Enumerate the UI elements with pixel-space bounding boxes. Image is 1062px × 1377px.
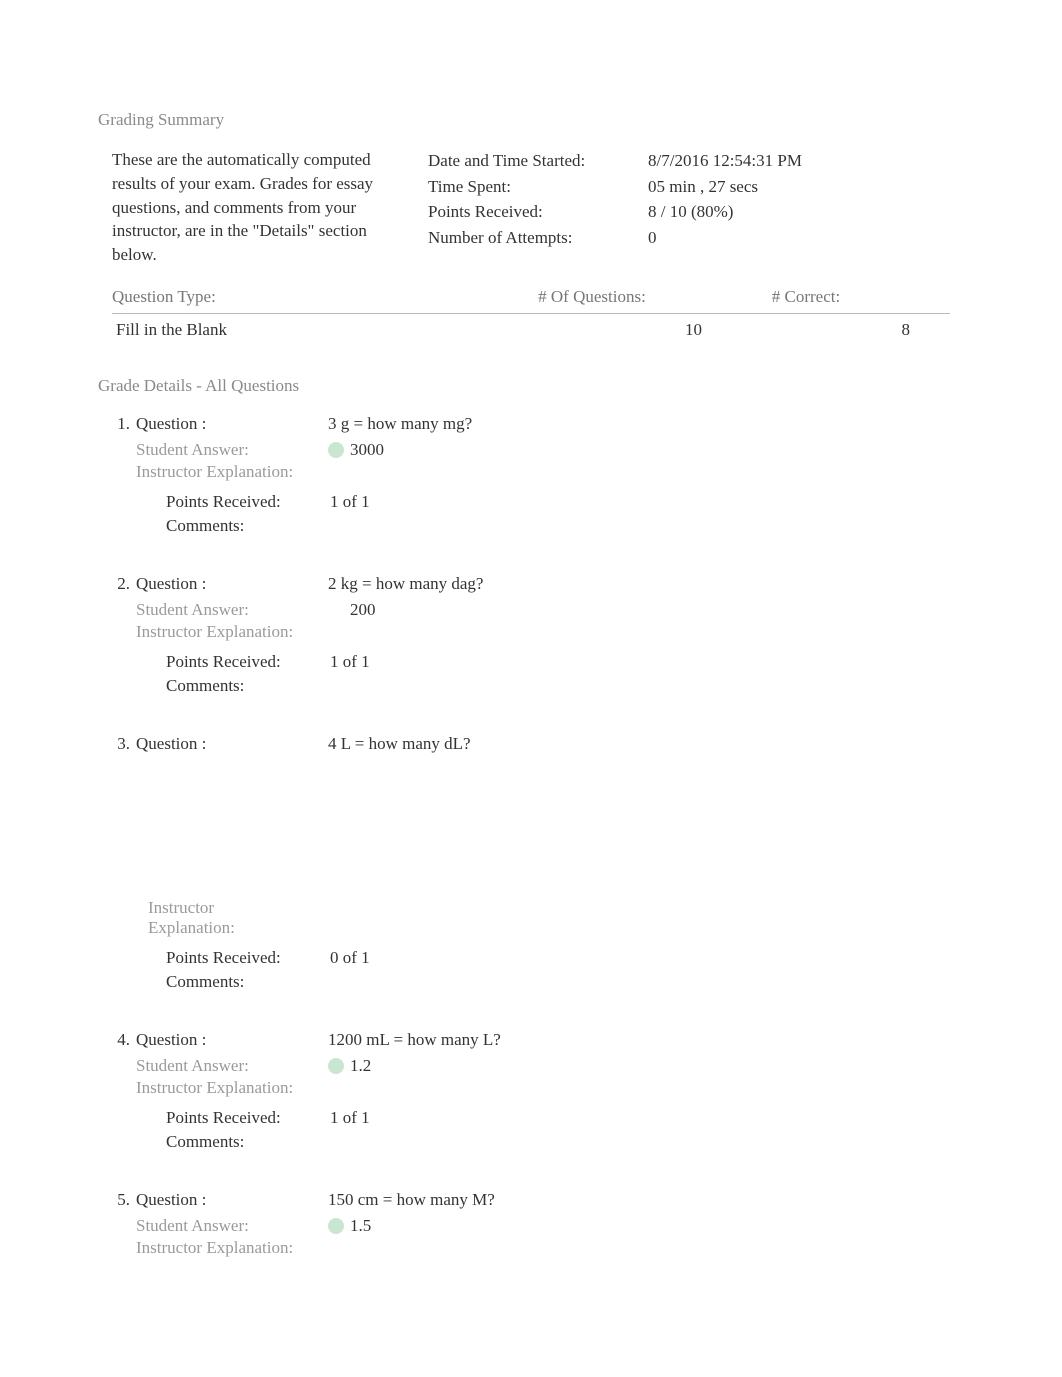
correct-indicator-icon xyxy=(328,442,344,458)
instructor-explanation-row: Instructor Explanation: xyxy=(110,1238,964,1258)
points-received-label: Points Received: xyxy=(166,948,330,968)
student-answer-value: 200 xyxy=(328,600,964,620)
explanation-label: Explanation: xyxy=(148,918,964,938)
points-block: Points Received: 0 of 1 Comments: xyxy=(110,948,964,992)
points-received-label: Points Received: xyxy=(166,492,330,512)
answer-text: 3000 xyxy=(350,440,384,460)
student-answer-label: Student Answer: xyxy=(136,1216,328,1236)
question-number: 1. xyxy=(110,414,136,434)
question-text: 150 cm = how many M? xyxy=(328,1190,964,1210)
grade-details-title: Grade Details - All Questions xyxy=(98,376,964,396)
student-answer-row: Student Answer: 1.5 xyxy=(110,1216,964,1236)
stats-labels-col: Date and Time Started: Time Spent: Point… xyxy=(428,148,648,267)
question-text: 4 L = how many dL? xyxy=(328,734,964,754)
summary-content-row: These are the automatically computed res… xyxy=(98,148,964,267)
question-label: Question : xyxy=(136,1190,328,1210)
points-received-value: 1 of 1 xyxy=(330,1108,370,1128)
student-answer-value: 1.2 xyxy=(328,1056,964,1076)
points-received-value: 8 / 10 (80%) xyxy=(648,199,964,225)
type-row-name: Fill in the Blank xyxy=(112,320,482,340)
instructor-explanation-label: Instructor Explanation: xyxy=(136,622,328,642)
points-received-value: 1 of 1 xyxy=(330,492,370,512)
question-block: 1. Question : 3 g = how many mg? Student… xyxy=(98,414,964,536)
answer-text: 1.2 xyxy=(350,1056,371,1076)
student-answer-value: 1.5 xyxy=(328,1216,964,1236)
attempts-value: 0 xyxy=(648,225,964,251)
instructor-label: Instructor xyxy=(148,898,964,918)
question-label: Question : xyxy=(136,574,328,594)
question-label: Question : xyxy=(136,734,328,754)
question-row: 1. Question : 3 g = how many mg? xyxy=(110,414,964,434)
question-label: Question : xyxy=(136,414,328,434)
question-type-table: Question Type: # Of Questions: # Correct… xyxy=(98,281,964,346)
type-table-row: Fill in the Blank 10 8 xyxy=(112,314,950,346)
student-answer-label: Student Answer: xyxy=(136,440,328,460)
question-number: 5. xyxy=(110,1190,136,1210)
time-spent-label: Time Spent: xyxy=(428,174,648,200)
type-header-question-type: Question Type: xyxy=(112,287,482,307)
date-started-value: 8/7/2016 12:54:31 PM xyxy=(648,148,964,174)
student-answer-value: 3000 xyxy=(328,440,964,460)
type-row-correct: 8 xyxy=(702,320,950,340)
grading-summary-section: Grading Summary These are the automatica… xyxy=(98,110,964,346)
points-received-label: Points Received: xyxy=(166,1108,330,1128)
student-answer-row: Student Answer: 200 xyxy=(110,600,964,620)
student-answer-label: Student Answer: xyxy=(136,1056,328,1076)
comments-label: Comments: xyxy=(166,676,330,696)
question-row: 4. Question : 1200 mL = how many L? xyxy=(110,1030,964,1050)
student-answer-row: Student Answer: 1.2 xyxy=(110,1056,964,1076)
points-received-label: Points Received: xyxy=(166,652,330,672)
student-answer-label: Student Answer: xyxy=(136,600,328,620)
comments-label: Comments: xyxy=(166,1132,330,1152)
question-row: 3. Question : 4 L = how many dL? xyxy=(110,734,964,754)
instructor-explanation-label: Instructor Explanation: xyxy=(136,1238,328,1258)
question-label: Question : xyxy=(136,1030,328,1050)
question-block: 3. Question : 4 L = how many dL? Instruc… xyxy=(98,734,964,992)
question-row: 2. Question : 2 kg = how many dag? xyxy=(110,574,964,594)
summary-intro-text: These are the automatically computed res… xyxy=(98,148,388,267)
type-row-count: 10 xyxy=(482,320,702,340)
type-header-num-questions: # Of Questions: xyxy=(482,287,702,307)
instructor-explanation-row: Instructor Explanation: xyxy=(110,622,964,642)
stats-values-col: 8/7/2016 12:54:31 PM 05 min , 27 secs 8 … xyxy=(648,148,964,267)
content-gap xyxy=(110,758,964,898)
instructor-explanation-row: Instructor Explanation: xyxy=(110,1078,964,1098)
question-number: 4. xyxy=(110,1030,136,1050)
question-text: 3 g = how many mg? xyxy=(328,414,964,434)
instructor-explanation-narrow: Instructor Explanation: xyxy=(110,898,964,938)
correct-indicator-icon xyxy=(328,1058,344,1074)
instructor-explanation-row: Instructor Explanation: xyxy=(110,462,964,482)
comments-label: Comments: xyxy=(166,972,330,992)
type-header-num-correct: # Correct: xyxy=(702,287,950,307)
instructor-explanation-label: Instructor Explanation: xyxy=(136,462,328,482)
date-started-label: Date and Time Started: xyxy=(428,148,648,174)
question-text: 2 kg = how many dag? xyxy=(328,574,964,594)
question-row: 5. Question : 150 cm = how many M? xyxy=(110,1190,964,1210)
correct-indicator-icon xyxy=(328,1218,344,1234)
answer-text: 200 xyxy=(350,600,376,620)
attempts-label: Number of Attempts: xyxy=(428,225,648,251)
points-block: Points Received: 1 of 1 Comments: xyxy=(110,652,964,696)
comments-label: Comments: xyxy=(166,516,330,536)
question-block: 5. Question : 150 cm = how many M? Stude… xyxy=(98,1190,964,1258)
points-received-value: 1 of 1 xyxy=(330,652,370,672)
question-block: 2. Question : 2 kg = how many dag? Stude… xyxy=(98,574,964,696)
answer-text: 1.5 xyxy=(350,1216,371,1236)
points-block: Points Received: 1 of 1 Comments: xyxy=(110,1108,964,1152)
student-answer-row: Student Answer: 3000 xyxy=(110,440,964,460)
time-spent-value: 05 min , 27 secs xyxy=(648,174,964,200)
points-received-value: 0 of 1 xyxy=(330,948,370,968)
question-text: 1200 mL = how many L? xyxy=(328,1030,964,1050)
grading-summary-title: Grading Summary xyxy=(98,110,964,130)
question-block: 4. Question : 1200 mL = how many L? Stud… xyxy=(98,1030,964,1152)
question-number: 2. xyxy=(110,574,136,594)
summary-stats: Date and Time Started: Time Spent: Point… xyxy=(428,148,964,267)
points-block: Points Received: 1 of 1 Comments: xyxy=(110,492,964,536)
question-number: 3. xyxy=(110,734,136,754)
type-table-header: Question Type: # Of Questions: # Correct… xyxy=(112,281,950,314)
points-received-label: Points Received: xyxy=(428,199,648,225)
instructor-explanation-label: Instructor Explanation: xyxy=(136,1078,328,1098)
